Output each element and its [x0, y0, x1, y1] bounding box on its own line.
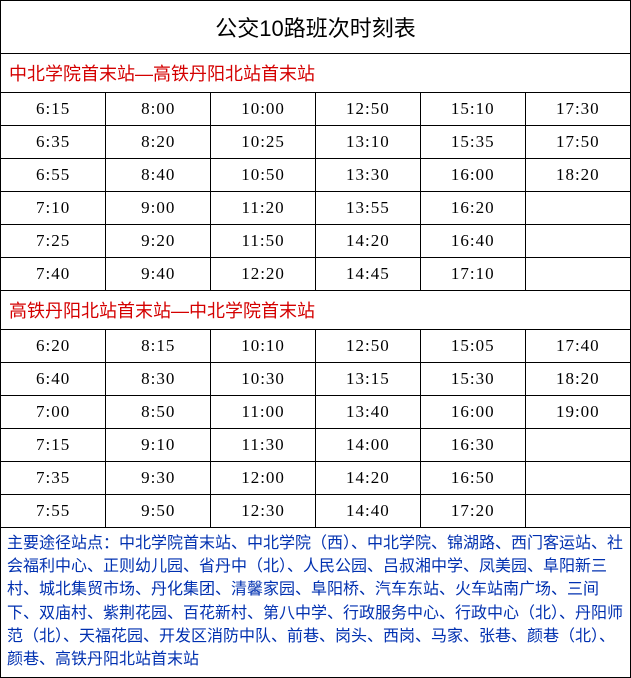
table-row: 7:40 9:40 12:20 14:45 17:10: [1, 258, 630, 291]
time-cell: 7:10: [1, 192, 106, 225]
time-cell: 13:40: [315, 396, 420, 429]
time-cell: 14:00: [315, 429, 420, 462]
time-cell: 10:10: [211, 330, 316, 363]
time-cell: 18:20: [525, 363, 630, 396]
time-cell: 9:40: [106, 258, 211, 291]
time-cell: 7:55: [1, 495, 106, 528]
time-cell: 14:20: [315, 462, 420, 495]
table-row: 7:25 9:20 11:50 14:20 16:40: [1, 225, 630, 258]
time-cell: 17:20: [420, 495, 525, 528]
time-cell: 12:50: [315, 93, 420, 126]
direction-1-header: 中北学院首末站—高铁丹阳北站首末站: [1, 54, 630, 93]
time-cell: 11:50: [211, 225, 316, 258]
time-cell: 11:30: [211, 429, 316, 462]
time-cell: 11:20: [211, 192, 316, 225]
time-cell: 8:40: [106, 159, 211, 192]
time-cell: [525, 429, 630, 462]
time-cell: 16:50: [420, 462, 525, 495]
table-row: 6:55 8:40 10:50 13:30 16:00 18:20: [1, 159, 630, 192]
time-cell: 7:00: [1, 396, 106, 429]
timetable-2: 6:20 8:15 10:10 12:50 15:05 17:40 6:40 8…: [1, 330, 630, 527]
route-notes: 主要途径站点：中北学院首末站、中北学院（西）、中北学院、锦湖路、西门客运站、社会…: [1, 527, 630, 677]
time-cell: 8:20: [106, 126, 211, 159]
time-cell: 16:00: [420, 159, 525, 192]
time-cell: 8:50: [106, 396, 211, 429]
time-cell: [525, 495, 630, 528]
table-row: 7:35 9:30 12:00 14:20 16:50: [1, 462, 630, 495]
time-cell: 15:30: [420, 363, 525, 396]
time-cell: 6:35: [1, 126, 106, 159]
timetable-1: 6:15 8:00 10:00 12:50 15:10 17:30 6:35 8…: [1, 93, 630, 290]
time-cell: [525, 192, 630, 225]
time-cell: 6:20: [1, 330, 106, 363]
time-cell: 9:50: [106, 495, 211, 528]
time-cell: 7:35: [1, 462, 106, 495]
time-cell: 10:00: [211, 93, 316, 126]
time-cell: 8:30: [106, 363, 211, 396]
time-cell: 9:30: [106, 462, 211, 495]
time-cell: 14:20: [315, 225, 420, 258]
notes-label: 主要途径站点：: [7, 535, 119, 552]
time-cell: 6:55: [1, 159, 106, 192]
page-title: 公交10路班次时刻表: [1, 1, 630, 54]
time-cell: 13:10: [315, 126, 420, 159]
table-row: 6:35 8:20 10:25 13:10 15:35 17:50: [1, 126, 630, 159]
time-cell: 17:40: [525, 330, 630, 363]
time-cell: 13:15: [315, 363, 420, 396]
time-cell: 8:00: [106, 93, 211, 126]
time-cell: 9:10: [106, 429, 211, 462]
direction-2-header: 高铁丹阳北站首末站—中北学院首末站: [1, 290, 630, 330]
table-row: 6:15 8:00 10:00 12:50 15:10 17:30: [1, 93, 630, 126]
time-cell: 9:20: [106, 225, 211, 258]
time-cell: 13:30: [315, 159, 420, 192]
notes-text: 中北学院首末站、中北学院（西）、中北学院、锦湖路、西门客运站、社会福利中心、正则…: [7, 535, 623, 668]
time-cell: 12:00: [211, 462, 316, 495]
time-cell: 15:05: [420, 330, 525, 363]
table-row: 6:40 8:30 10:30 13:15 15:30 18:20: [1, 363, 630, 396]
time-cell: 10:30: [211, 363, 316, 396]
time-cell: 7:25: [1, 225, 106, 258]
table-row: 7:55 9:50 12:30 14:40 17:20: [1, 495, 630, 528]
time-cell: 11:00: [211, 396, 316, 429]
time-cell: 10:25: [211, 126, 316, 159]
time-cell: 16:30: [420, 429, 525, 462]
time-cell: 9:00: [106, 192, 211, 225]
time-cell: 12:20: [211, 258, 316, 291]
time-cell: 17:50: [525, 126, 630, 159]
time-cell: 18:20: [525, 159, 630, 192]
timetable-container: 公交10路班次时刻表 中北学院首末站—高铁丹阳北站首末站 6:15 8:00 1…: [0, 0, 631, 678]
time-cell: 15:35: [420, 126, 525, 159]
time-cell: 8:15: [106, 330, 211, 363]
time-cell: 16:40: [420, 225, 525, 258]
table-row: 7:15 9:10 11:30 14:00 16:30: [1, 429, 630, 462]
time-cell: 13:55: [315, 192, 420, 225]
time-cell: 7:15: [1, 429, 106, 462]
time-cell: [525, 225, 630, 258]
time-cell: 10:50: [211, 159, 316, 192]
table-row: 7:00 8:50 11:00 13:40 16:00 19:00: [1, 396, 630, 429]
time-cell: 17:30: [525, 93, 630, 126]
time-cell: 19:00: [525, 396, 630, 429]
table-row: 7:10 9:00 11:20 13:55 16:20: [1, 192, 630, 225]
time-cell: 7:40: [1, 258, 106, 291]
time-cell: 16:20: [420, 192, 525, 225]
time-cell: 16:00: [420, 396, 525, 429]
time-cell: [525, 258, 630, 291]
time-cell: 14:40: [315, 495, 420, 528]
time-cell: 15:10: [420, 93, 525, 126]
time-cell: 6:15: [1, 93, 106, 126]
time-cell: 17:10: [420, 258, 525, 291]
time-cell: 6:40: [1, 363, 106, 396]
time-cell: 12:30: [211, 495, 316, 528]
time-cell: 14:45: [315, 258, 420, 291]
time-cell: [525, 462, 630, 495]
time-cell: 12:50: [315, 330, 420, 363]
table-row: 6:20 8:15 10:10 12:50 15:05 17:40: [1, 330, 630, 363]
